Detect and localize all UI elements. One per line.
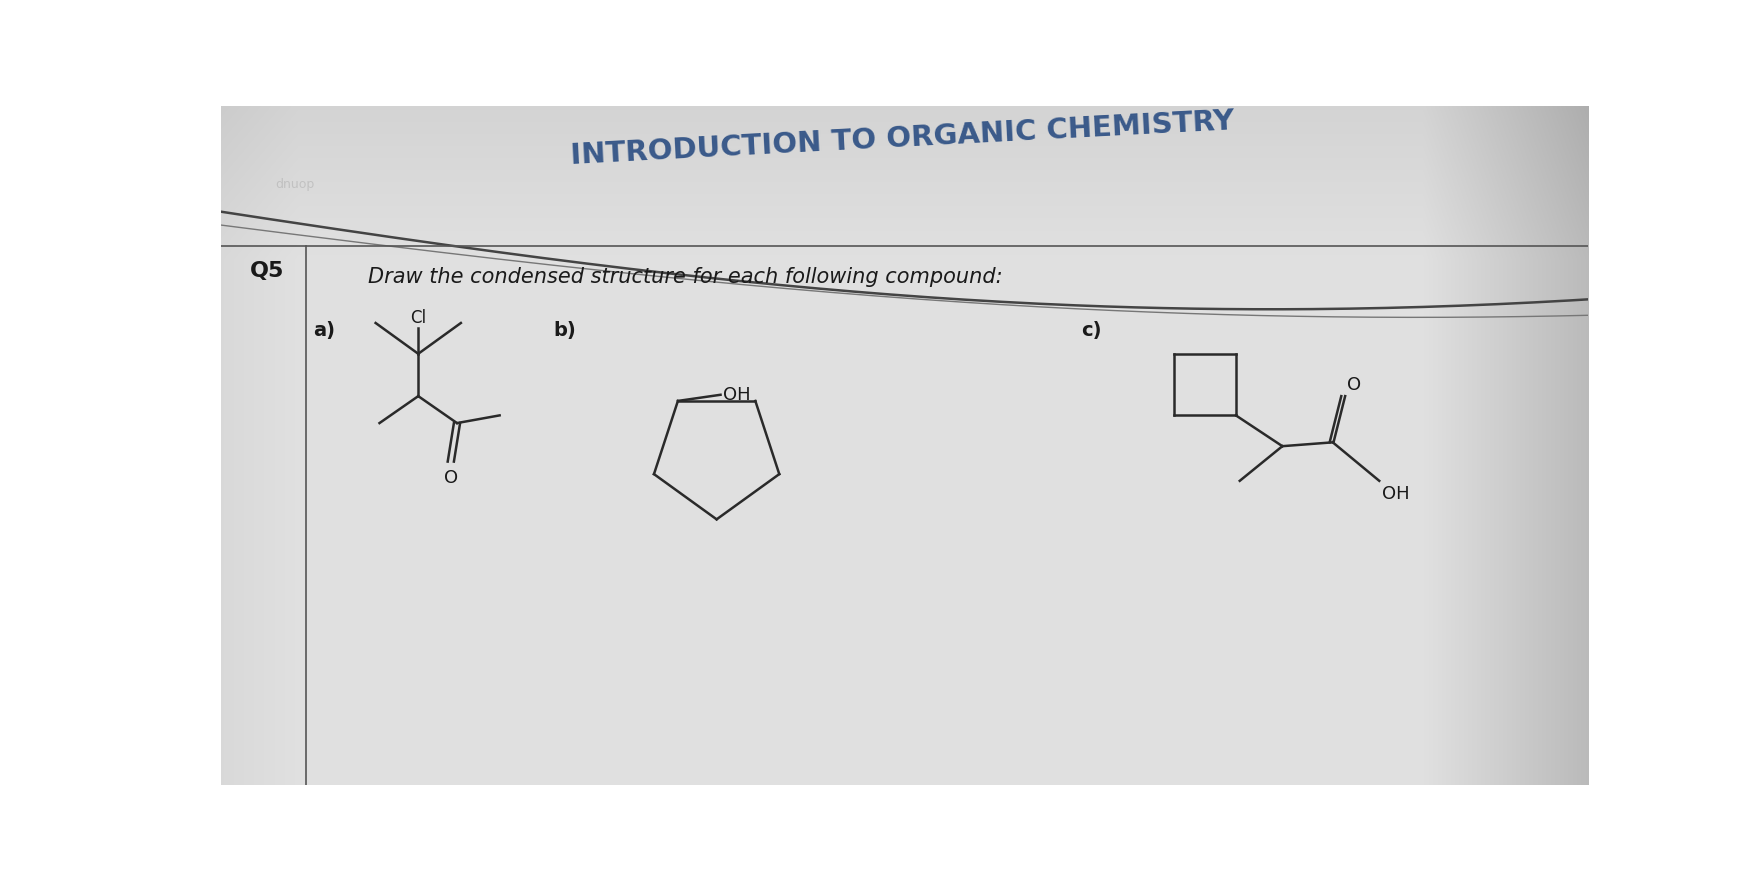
Text: Q5: Q5	[250, 260, 284, 280]
Text: OH: OH	[1381, 485, 1408, 503]
Text: b): b)	[554, 321, 577, 340]
Text: O: O	[1346, 376, 1360, 394]
Text: Draw the condensed structure for each following compound:: Draw the condensed structure for each fo…	[369, 266, 1002, 287]
Text: a): a)	[314, 321, 335, 340]
Text: Cl: Cl	[409, 309, 427, 327]
Text: INTRODUCTION TO ORGANIC CHEMISTRY: INTRODUCTION TO ORGANIC CHEMISTRY	[570, 107, 1235, 169]
Text: O: O	[443, 469, 457, 487]
Text: dnuop: dnuop	[275, 178, 314, 191]
Text: c): c)	[1080, 321, 1101, 340]
Text: OH: OH	[723, 385, 750, 404]
